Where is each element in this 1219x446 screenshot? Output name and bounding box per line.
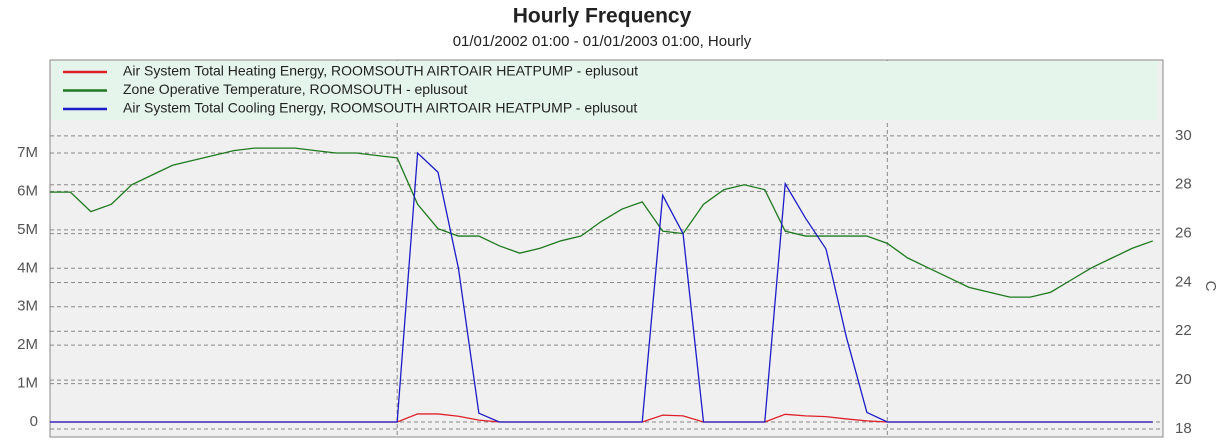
series-line — [50, 151, 1153, 423]
y2-tick-label: 26 — [1175, 225, 1192, 242]
y2-tick-label: 22 — [1175, 322, 1192, 339]
series-line — [50, 147, 1154, 298]
y-tick-label: 7M — [17, 144, 38, 161]
y-tick-label: 2M — [17, 336, 38, 353]
legend-label: Air System Total Cooling Energy, ROOMSOU… — [123, 100, 637, 116]
y2-tick-label: 24 — [1175, 273, 1192, 290]
legend — [52, 61, 1158, 120]
y2-tick-label: 28 — [1175, 176, 1192, 193]
legend-label: Zone Operative Temperature, ROOMSOUTH - … — [123, 81, 468, 97]
y-tick-label: 5M — [17, 221, 38, 238]
y-tick-label: 6M — [17, 182, 38, 199]
y2-tick-label: 30 — [1175, 127, 1192, 144]
y-tick-label: 4M — [17, 259, 38, 276]
lines — [50, 147, 1154, 423]
chart-title: Hourly Frequency — [513, 5, 692, 28]
y2-tick-label: 20 — [1175, 371, 1192, 388]
y2-tick-label: 18 — [1175, 420, 1192, 437]
y2-axis-label: C — [1202, 281, 1219, 292]
legend-label: Air System Total Heating Energy, ROOMSOU… — [123, 63, 638, 79]
legend-items: Air System Total Heating Energy, ROOMSOU… — [63, 63, 638, 116]
chart-subtitle: 01/01/2002 01:00 - 01/01/2003 01:00, Hou… — [453, 33, 752, 50]
y-tick-label: 1M — [17, 375, 38, 392]
y-tick-label: 0 — [30, 413, 38, 430]
y-tick-label: 3M — [17, 298, 38, 315]
plot-area — [49, 59, 1164, 438]
